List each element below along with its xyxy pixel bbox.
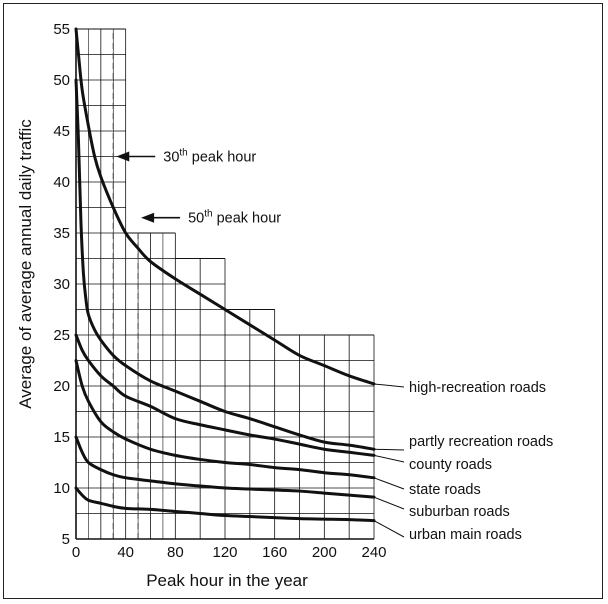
y-tick-label: 30 — [53, 276, 70, 293]
series-suburban-roads — [74, 435, 376, 499]
x-tick-label: 80 — [167, 544, 184, 561]
series-urban-main-roads — [74, 486, 376, 523]
series-labels: high-recreation roads partly recreation r… — [373, 380, 553, 543]
y-tick-label: 25 — [53, 327, 70, 344]
series-leader-line — [373, 520, 405, 538]
y-tick-label: 20 — [53, 378, 70, 395]
series-label: urban main roads — [409, 527, 522, 543]
y-tick-label: 5 — [62, 531, 70, 548]
series-label: state roads — [409, 482, 481, 498]
annotation-arrow-head — [141, 212, 155, 223]
y-tick-label: 15 — [53, 429, 70, 446]
series-county-roads — [74, 333, 376, 457]
chart-frame: 5 10 15 20 25 30 35 40 45 50 55 0 40 80 120 160 200 240 h… — [3, 3, 603, 599]
x-tick-label: 160 — [262, 544, 287, 561]
series-label: high-recreation roads — [409, 380, 546, 396]
annotation-label: 30th peak hour — [163, 148, 256, 166]
series-high-recreation-roads — [74, 27, 376, 386]
annotation-arrow-head — [116, 151, 130, 162]
y-tick-label: 45 — [53, 123, 70, 140]
curve-series — [74, 27, 376, 523]
x-tick-label: 240 — [361, 544, 386, 561]
line-chart: 5 10 15 20 25 30 35 40 45 50 55 0 40 80 120 160 200 240 h… — [16, 21, 553, 590]
series-label: county roads — [409, 457, 492, 473]
series-leader-line — [373, 448, 405, 451]
series-label: partly recreation roads — [409, 434, 553, 450]
x-tick-label: 200 — [312, 544, 337, 561]
series-leader-line — [373, 383, 405, 388]
series-label: suburban roads — [409, 504, 510, 520]
annotation-label: 50th peak hour — [188, 209, 281, 227]
y-tick-label: 55 — [53, 21, 70, 38]
y-tick-label: 50 — [53, 72, 70, 89]
y-axis-title: Average of average annual daily traffic — [16, 119, 35, 409]
series-state-roads — [74, 359, 376, 480]
x-tick-label: 0 — [72, 544, 80, 561]
series-partly-recreation-roads — [74, 78, 376, 451]
y-tick-label: 10 — [53, 480, 70, 497]
series-leader-line — [373, 477, 405, 490]
x-tick-label: 120 — [212, 544, 237, 561]
y-tick-label: 35 — [53, 225, 70, 242]
annotations: 30th peak hour 50th peak hour — [116, 148, 281, 227]
series-leader-line — [373, 454, 405, 463]
y-tick-label: 40 — [53, 174, 70, 191]
tick-labels: 5 10 15 20 25 30 35 40 45 50 55 0 40 80 120 160 200 240 — [53, 21, 386, 561]
series-leader-line — [373, 496, 405, 510]
x-axis-title: Peak hour in the year — [146, 571, 308, 590]
x-tick-label: 40 — [117, 544, 134, 561]
peak-hour-dashed-lines — [112, 29, 139, 539]
